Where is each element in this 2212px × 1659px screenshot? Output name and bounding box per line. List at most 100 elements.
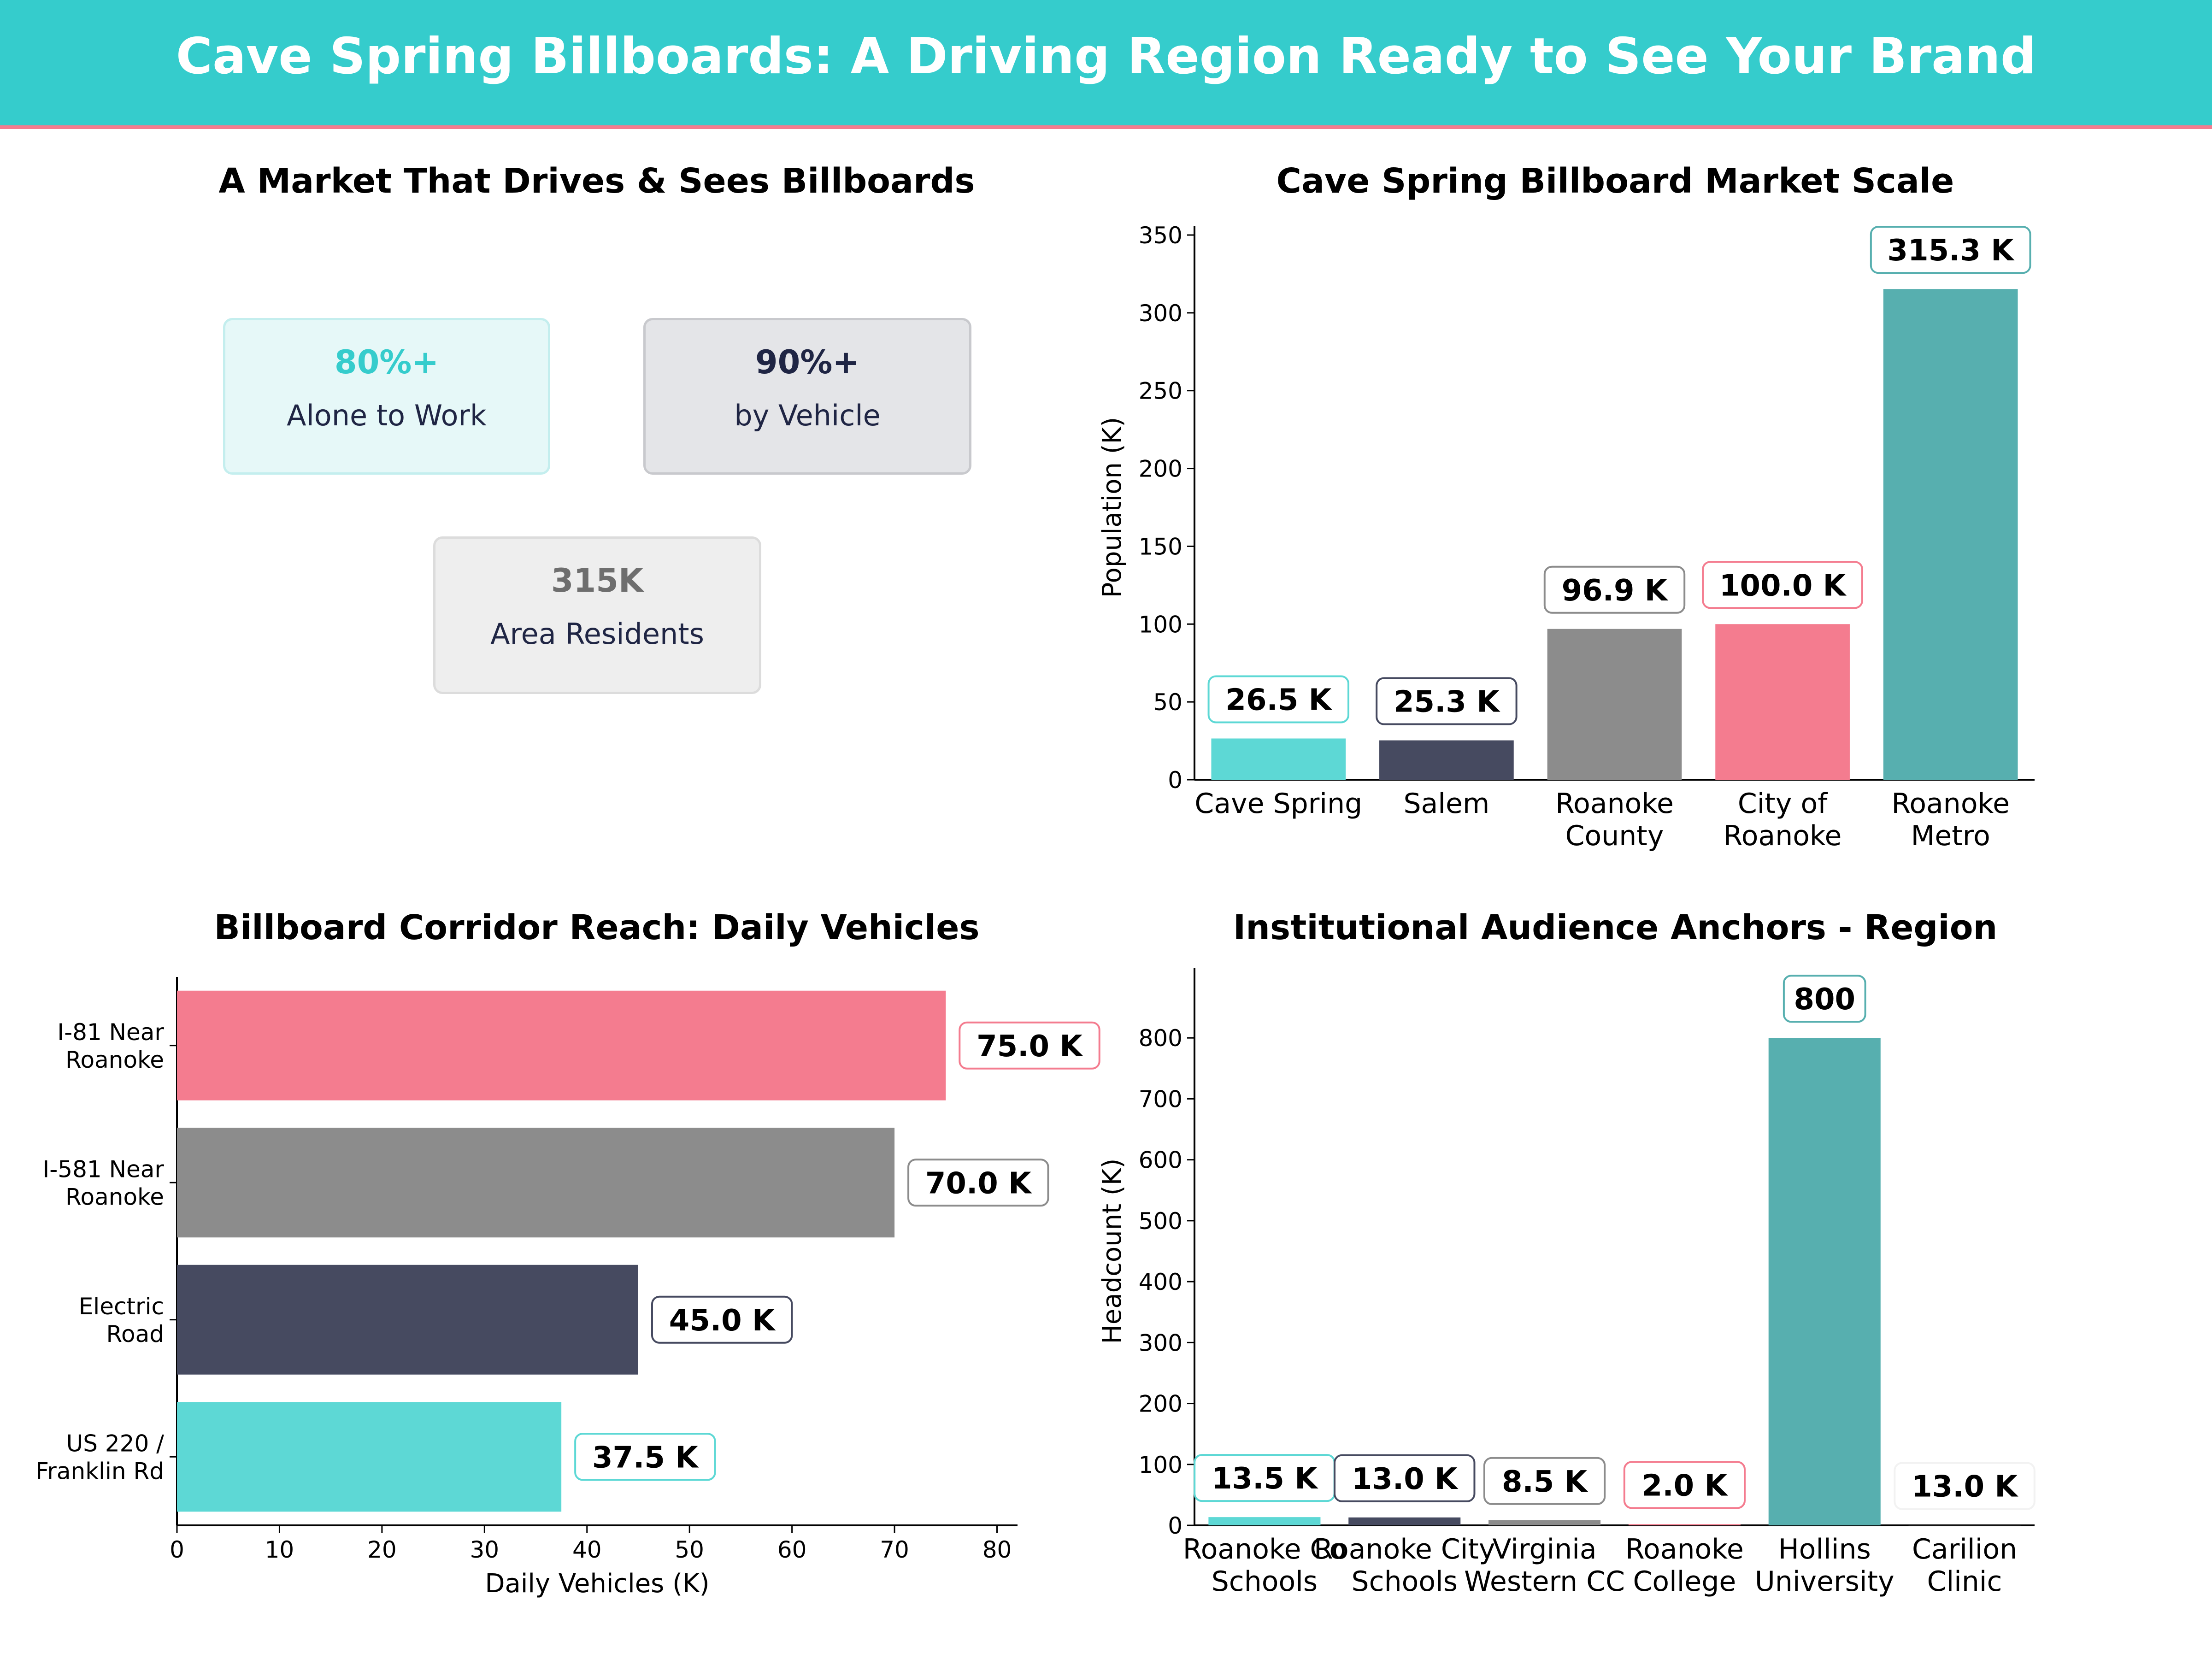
- x-tick-label: 50: [675, 1536, 704, 1563]
- kpi-label: Area Residents: [490, 617, 704, 651]
- bar: [1883, 289, 2018, 780]
- x-tick-label: 60: [777, 1536, 807, 1563]
- corridor-chart-title: Billboard Corridor Reach: Daily Vehicles: [214, 908, 980, 947]
- bar: [1211, 738, 1346, 780]
- kpi-card-alone-to-work: 80%+ Alone to Work: [223, 318, 550, 475]
- y-tick-label: 150: [1139, 533, 1182, 560]
- y-tick-label: 500: [1139, 1208, 1182, 1235]
- data-label: 2.0 K: [1642, 1469, 1729, 1503]
- x-tick-label: Roanoke: [1724, 820, 1842, 852]
- data-label-box: [907, 1159, 1049, 1207]
- data-label: 25.3 K: [1394, 685, 1500, 719]
- data-label-box: [1702, 561, 1863, 609]
- bar: [1379, 740, 1514, 780]
- kpi-card-by-vehicle: 90%+ by Vehicle: [643, 318, 971, 475]
- data-label-box: [1334, 1454, 1476, 1502]
- y-axis-label: Population (K): [1097, 417, 1127, 598]
- bar: [1348, 1517, 1461, 1525]
- data-label-box: [1207, 675, 1350, 724]
- y-tick-label: I-81 Near: [57, 1019, 164, 1046]
- kpi-label: by Vehicle: [734, 399, 881, 432]
- bar: [1208, 1517, 1321, 1525]
- kpi-panel-title: A Market That Drives & Sees Billboards: [218, 161, 975, 201]
- x-tick-label: Roanoke: [1555, 788, 1674, 820]
- y-tick-label: Electric: [79, 1293, 164, 1320]
- data-label-box: [1543, 565, 1686, 614]
- data-label: 315.3 K: [1888, 234, 2015, 268]
- x-tick-label: Metro: [1911, 820, 1990, 852]
- x-tick-label: 30: [470, 1536, 500, 1563]
- x-tick-label: 0: [170, 1536, 184, 1563]
- x-tick-label: 70: [880, 1536, 909, 1563]
- data-label: 8.5 K: [1502, 1465, 1588, 1499]
- y-tick-label: 800: [1139, 1025, 1182, 1052]
- data-label-box: [651, 1295, 793, 1344]
- y-tick-label: I-581 Near: [43, 1156, 165, 1182]
- data-label: 37.5 K: [592, 1441, 699, 1475]
- y-tick-label: 200: [1139, 1391, 1182, 1418]
- data-label-box: [574, 1433, 716, 1481]
- bar: [177, 990, 946, 1100]
- x-axis-label: Daily Vehicles (K): [485, 1569, 709, 1599]
- bar: [1768, 1038, 1881, 1525]
- x-tick-label: Schools: [1352, 1565, 1458, 1598]
- data-label-box: [959, 1021, 1100, 1070]
- y-tick-label: 400: [1139, 1269, 1182, 1295]
- data-label-box: [1783, 975, 1866, 1023]
- title-banner: Cave Spring Billboards: A Driving Region…: [0, 0, 2212, 129]
- x-tick-label: City of: [1738, 788, 1828, 820]
- page-title: Cave Spring Billboards: A Driving Region…: [176, 28, 2036, 85]
- data-label-box: [1376, 677, 1518, 725]
- y-tick-label: Roanoke: [65, 1047, 164, 1073]
- y-tick-label: 300: [1139, 300, 1182, 327]
- x-tick-label: College: [1633, 1565, 1736, 1598]
- data-label: 800: [1794, 982, 1855, 1017]
- y-tick-label: 100: [1139, 1452, 1182, 1478]
- x-tick-label: Roanoke: [1625, 1533, 1744, 1565]
- y-tick-label: Road: [106, 1321, 164, 1347]
- x-tick-label: 10: [265, 1536, 294, 1563]
- y-tick-label: 350: [1139, 222, 1182, 249]
- market-chart-title: Cave Spring Billboard Market Scale: [1276, 161, 1954, 201]
- y-tick-label: 600: [1139, 1147, 1182, 1174]
- x-tick-label: Schools: [1212, 1565, 1318, 1598]
- bar: [1628, 1524, 1741, 1525]
- x-tick-label: Hollins: [1778, 1533, 1871, 1565]
- data-label: 70.0 K: [925, 1166, 1032, 1200]
- y-tick-label: 0: [1168, 767, 1182, 794]
- bar: [177, 1128, 895, 1238]
- y-tick-label: 700: [1139, 1086, 1182, 1112]
- x-tick-label: Roanoke: [1891, 788, 2010, 820]
- x-tick-label: Salem: [1403, 788, 1489, 820]
- institutions-chart-title: Institutional Audience Anchors - Region: [1233, 908, 1998, 947]
- x-tick-label: County: [1565, 820, 1664, 852]
- y-tick-label: Franklin Rd: [35, 1458, 164, 1484]
- bar: [177, 1402, 562, 1512]
- y-tick-label: 200: [1139, 456, 1182, 482]
- bar: [1488, 1520, 1601, 1525]
- kpi-value: 90%+: [755, 343, 860, 381]
- y-tick-label: 250: [1139, 378, 1182, 405]
- x-tick-label: Roanoke City: [1314, 1533, 1495, 1565]
- x-tick-label: Carilion: [1912, 1533, 2017, 1565]
- x-tick-label: Virginia: [1492, 1533, 1596, 1565]
- y-tick-label: 0: [1168, 1512, 1182, 1539]
- kpi-value: 315K: [551, 562, 644, 600]
- x-tick-label: Clinic: [1927, 1565, 2002, 1598]
- x-tick-label: Cave Spring: [1194, 788, 1362, 820]
- y-tick-label: 50: [1153, 689, 1182, 716]
- x-tick-label: Western CC: [1464, 1565, 1625, 1598]
- y-tick-label: US 220 /: [66, 1430, 165, 1457]
- kpi-card-area-residents: 315K Area Residents: [433, 536, 761, 694]
- y-tick-label: 100: [1139, 611, 1182, 638]
- bar: [1715, 624, 1850, 780]
- x-tick-label: 80: [982, 1536, 1012, 1563]
- data-label: 13.0 K: [1912, 1470, 2018, 1504]
- data-label-box: [1870, 226, 2031, 274]
- data-label: 75.0 K: [977, 1030, 1083, 1064]
- y-tick-label: Roanoke: [65, 1183, 164, 1210]
- bar: [177, 1265, 638, 1375]
- data-label: 26.5 K: [1225, 683, 1332, 718]
